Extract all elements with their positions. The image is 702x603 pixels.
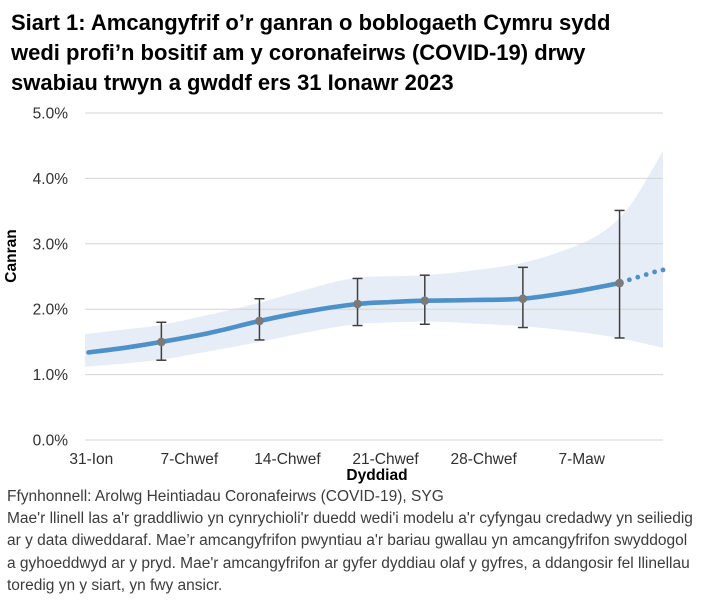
methodology-note: Mae'r llinell las a'r graddliwio yn cynr… [7,510,693,595]
trend-dotted-point [660,267,666,273]
trend-dotted-point [626,277,632,283]
source-note: Ffynhonnell: Arolwg Heintiadau Coronafei… [7,488,444,505]
point-estimate-dot [518,294,528,304]
y-tick-label: 3.0% [33,236,69,253]
trend-dotted-point [652,269,657,275]
x-tick-label: 31-Ion [69,451,113,468]
trend-dotted-point [643,272,649,277]
point-estimate-dot [615,278,624,288]
x-tick-label: 7-Maw [558,451,605,468]
x-tick-label: 14-Chwef [254,451,321,468]
y-tick-label: 2.0% [33,302,69,319]
chart-title: Siart 1: Amcangyfrif o’r ganran o boblog… [11,10,611,95]
y-tick-label: 4.0% [33,171,69,188]
y-axis-title: Canran [3,229,20,282]
y-tick-label: 1.0% [33,367,69,384]
x-tick-label: 21-Chwef [352,451,419,468]
point-estimate-dot [255,316,264,326]
point-estimate-dot [353,299,362,309]
y-tick-label: 5.0% [33,106,69,123]
trend-dotted-point [635,274,641,280]
point-estimate-dot [420,296,430,305]
y-tick-label: 0.0% [33,433,69,450]
credible-interval-band [85,150,663,367]
covid-positivity-line-chart: 0.0% 1.0% 2.0% 3.0% 4.0% 5.0% 31-Ion 7-Chwef 14-… [3,106,666,484]
point-estimate-dot [157,337,166,347]
x-axis-title: Dyddiad [346,467,407,484]
x-tick-label: 28-Chwef [450,451,517,468]
x-tick-label: 7-Chwef [161,451,219,468]
